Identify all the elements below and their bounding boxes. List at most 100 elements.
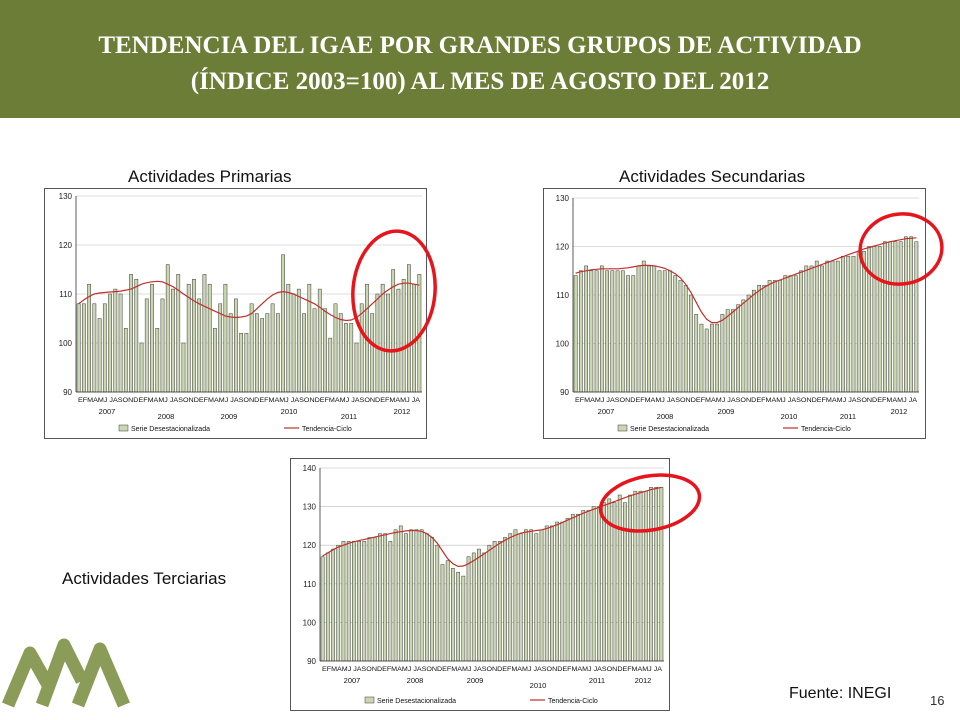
bar xyxy=(581,510,586,662)
bar xyxy=(662,270,667,393)
bar xyxy=(362,541,367,662)
chart-title-secundarias: Actividades Secundarias xyxy=(619,167,806,186)
legend-label-series: Serie Desestacionalizada xyxy=(377,698,456,705)
title-line-2: (ÍNDICE 2003=100) AL MES DE AGOSTO DEL 2… xyxy=(190,68,770,95)
bar xyxy=(118,293,123,393)
bar xyxy=(851,255,856,393)
y-tick-label: 110 xyxy=(59,290,72,299)
bar xyxy=(466,556,471,662)
bar xyxy=(281,254,285,393)
bar xyxy=(155,328,160,393)
bar xyxy=(186,283,191,393)
y-tick-label: 120 xyxy=(556,243,570,252)
bar xyxy=(534,533,539,662)
y-tick-label: 130 xyxy=(303,503,317,512)
bar xyxy=(234,298,238,393)
page-number: 16 xyxy=(930,693,945,708)
bar xyxy=(746,294,751,393)
bar xyxy=(898,241,903,393)
bar xyxy=(487,544,492,662)
bar xyxy=(344,323,348,393)
bar xyxy=(694,314,699,393)
bar xyxy=(346,541,351,662)
y-tick-label: 100 xyxy=(556,340,570,349)
bar xyxy=(617,494,622,662)
year-label: 2007 xyxy=(99,407,116,416)
bar xyxy=(409,529,414,662)
year-label: 2012 xyxy=(891,407,908,416)
bar xyxy=(401,279,406,393)
bar xyxy=(586,510,591,662)
bar xyxy=(778,280,782,393)
bar xyxy=(883,241,887,393)
bar xyxy=(862,251,866,393)
title-line-1: TENDENCIA DEL IGAE POR GRANDES GRUPOS DE… xyxy=(98,32,862,59)
bar xyxy=(123,328,128,393)
bar xyxy=(654,487,659,662)
bar xyxy=(576,514,580,662)
bar xyxy=(544,525,549,662)
bar xyxy=(633,490,638,662)
bar xyxy=(338,313,343,393)
title-banner xyxy=(0,0,960,118)
bar xyxy=(380,283,385,393)
bar xyxy=(825,260,830,393)
bar xyxy=(150,283,154,393)
bar xyxy=(741,299,746,393)
bar xyxy=(260,318,264,393)
bar xyxy=(325,552,330,662)
bar xyxy=(867,246,872,393)
bar xyxy=(239,332,244,393)
bar xyxy=(689,294,693,393)
bar xyxy=(584,265,588,393)
bar xyxy=(398,525,403,662)
bar xyxy=(710,323,714,393)
bar xyxy=(92,303,97,393)
bar xyxy=(888,241,893,393)
bar xyxy=(341,541,346,662)
bar xyxy=(113,288,118,393)
bar xyxy=(909,236,914,393)
bar xyxy=(357,541,361,662)
y-tick-label: 110 xyxy=(303,580,316,589)
bar xyxy=(783,275,788,393)
triangular-mountains-logo xyxy=(2,638,130,708)
bar xyxy=(814,260,819,393)
bar xyxy=(513,529,518,662)
legend-label-trend: Tendencia-Ciclo xyxy=(302,426,352,433)
bar xyxy=(565,517,570,662)
bar xyxy=(404,533,408,662)
year-label: 2009 xyxy=(718,407,735,416)
chart-terciarias: 140 130 120 110 100 90 EFMAMJ JASONDEFMAMJ JAS… xyxy=(290,458,702,711)
bar xyxy=(610,270,615,393)
bar xyxy=(367,537,372,662)
bar xyxy=(570,514,575,662)
bar xyxy=(647,265,651,393)
bar xyxy=(799,270,803,393)
bar xyxy=(589,270,594,393)
bar xyxy=(623,502,627,662)
bar xyxy=(471,552,476,662)
bar xyxy=(482,552,487,662)
bar xyxy=(144,298,149,393)
bar xyxy=(762,285,767,393)
bar xyxy=(620,270,625,393)
bar xyxy=(352,541,356,662)
legend-swatch-bars xyxy=(118,424,129,432)
bar xyxy=(378,533,382,662)
bar xyxy=(302,313,306,393)
y-tick-label: 140 xyxy=(303,464,317,473)
bar xyxy=(856,251,861,393)
chart-title-terciarias: Actividades Terciarias xyxy=(62,569,227,588)
year-label: 2009 xyxy=(467,676,484,685)
bar xyxy=(529,529,533,662)
bar xyxy=(331,548,335,662)
bar xyxy=(317,288,322,393)
year-label: 2011 xyxy=(840,412,856,421)
bar xyxy=(673,275,678,393)
bar xyxy=(328,337,333,393)
year-label: 2009 xyxy=(221,412,238,421)
bar xyxy=(641,260,646,393)
bar xyxy=(249,303,254,393)
chart-secundarias: 130 120 110 100 90 EFMAMJ JASONDEFMAMJ JASOND… xyxy=(543,188,944,439)
